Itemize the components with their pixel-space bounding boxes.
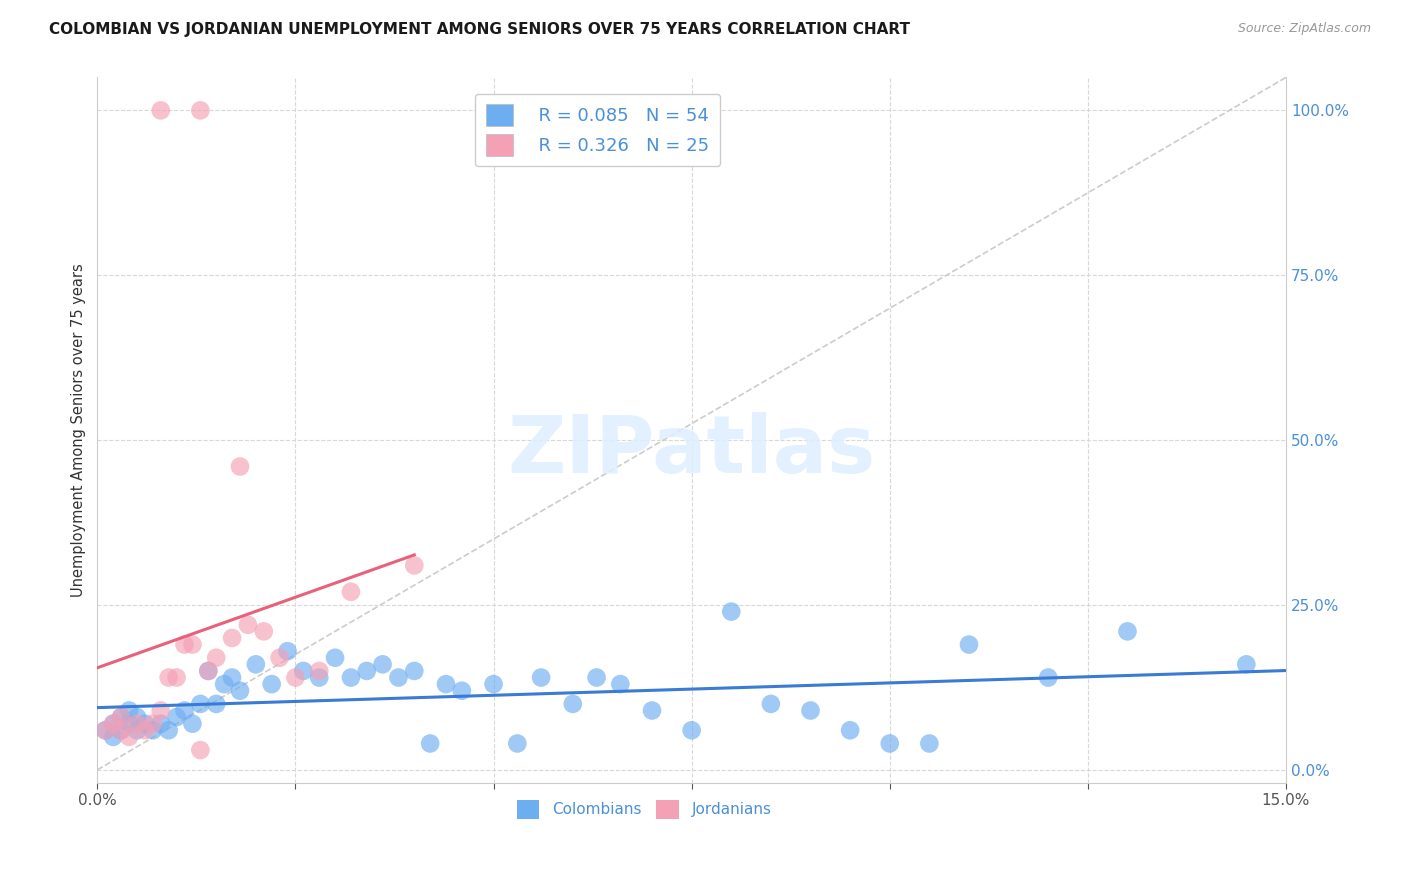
Point: [260, 677, 283, 691]
Point: [103, 716, 125, 731]
Point: [839, 723, 862, 738]
Point: [110, 710, 132, 724]
Point: [103, 716, 125, 731]
Point: [530, 671, 553, 685]
Point: [1234, 657, 1257, 672]
Point: [157, 671, 180, 685]
Point: [957, 638, 980, 652]
Point: [918, 736, 941, 750]
Point: [142, 716, 165, 731]
Legend: Colombians, Jordanians: Colombians, Jordanians: [510, 794, 778, 825]
Point: [110, 710, 132, 724]
Point: [205, 650, 228, 665]
Text: COLOMBIAN VS JORDANIAN UNEMPLOYMENT AMONG SENIORS OVER 75 YEARS CORRELATION CHAR: COLOMBIAN VS JORDANIAN UNEMPLOYMENT AMON…: [49, 22, 910, 37]
Point: [110, 723, 132, 738]
Point: [404, 664, 426, 678]
Point: [387, 671, 409, 685]
Text: ZIPatlas: ZIPatlas: [508, 412, 876, 491]
Point: [269, 650, 291, 665]
Point: [197, 664, 219, 678]
Point: [419, 736, 441, 750]
Point: [585, 671, 607, 685]
Point: [149, 103, 172, 118]
Point: [190, 743, 212, 757]
Point: [103, 730, 125, 744]
Point: [173, 704, 195, 718]
Point: [166, 671, 188, 685]
Point: [142, 723, 165, 738]
Point: [323, 650, 346, 665]
Point: [190, 697, 212, 711]
Point: [308, 664, 330, 678]
Point: [253, 624, 276, 639]
Text: Source: ZipAtlas.com: Source: ZipAtlas.com: [1237, 22, 1371, 36]
Point: [759, 697, 782, 711]
Point: [110, 723, 132, 738]
Point: [157, 723, 180, 738]
Point: [221, 631, 243, 645]
Point: [125, 716, 148, 731]
Point: [134, 723, 156, 738]
Point: [212, 677, 235, 691]
Point: [149, 716, 172, 731]
Point: [181, 716, 204, 731]
Point: [125, 723, 148, 738]
Point: [277, 644, 299, 658]
Point: [118, 730, 141, 744]
Point: [292, 664, 315, 678]
Point: [799, 704, 821, 718]
Point: [720, 605, 742, 619]
Point: [134, 716, 156, 731]
Point: [190, 103, 212, 118]
Point: [284, 671, 307, 685]
Point: [1038, 671, 1060, 685]
Point: [356, 664, 378, 678]
Point: [181, 638, 204, 652]
Point: [94, 723, 117, 738]
Y-axis label: Unemployment Among Seniors over 75 years: Unemployment Among Seniors over 75 years: [72, 263, 86, 597]
Point: [205, 697, 228, 711]
Point: [450, 683, 472, 698]
Point: [482, 677, 505, 691]
Point: [229, 459, 252, 474]
Point: [506, 736, 529, 750]
Point: [197, 664, 219, 678]
Point: [404, 558, 426, 573]
Point: [340, 671, 363, 685]
Point: [166, 710, 188, 724]
Point: [371, 657, 394, 672]
Point: [641, 704, 664, 718]
Point: [118, 704, 141, 718]
Point: [340, 584, 363, 599]
Point: [221, 671, 243, 685]
Point: [308, 671, 330, 685]
Point: [434, 677, 457, 691]
Point: [1116, 624, 1139, 639]
Point: [149, 704, 172, 718]
Point: [561, 697, 583, 711]
Point: [125, 710, 148, 724]
Point: [118, 716, 141, 731]
Point: [681, 723, 703, 738]
Point: [229, 683, 252, 698]
Point: [879, 736, 901, 750]
Point: [245, 657, 267, 672]
Point: [609, 677, 631, 691]
Point: [173, 638, 195, 652]
Point: [236, 617, 259, 632]
Point: [94, 723, 117, 738]
